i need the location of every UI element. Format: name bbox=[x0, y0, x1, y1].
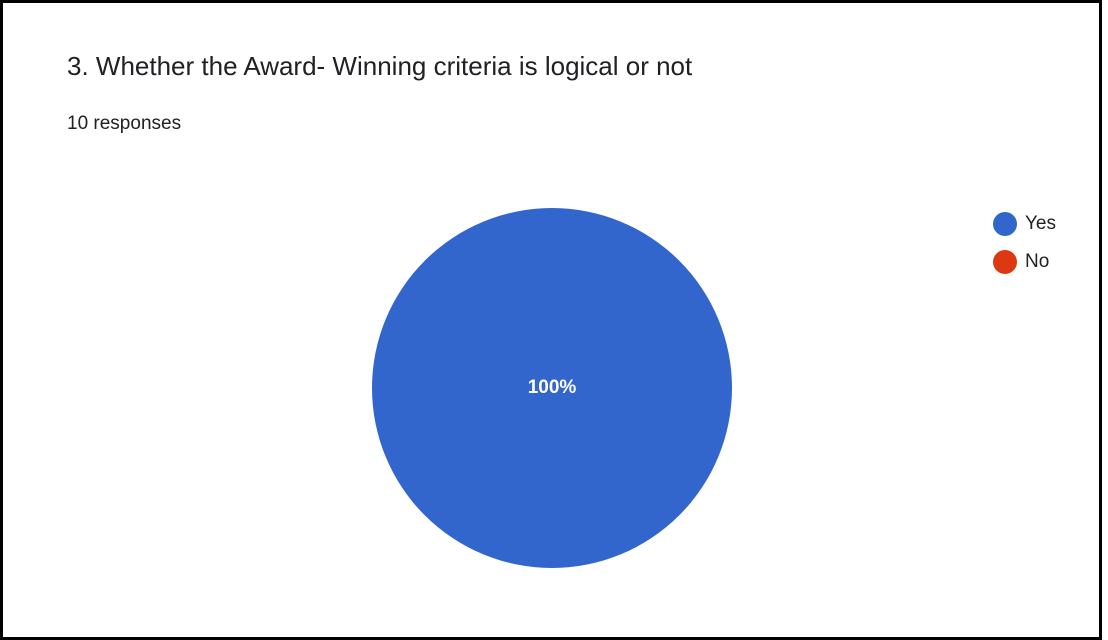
legend-label-yes: Yes bbox=[1025, 213, 1056, 234]
legend-item-no[interactable]: No bbox=[993, 243, 1056, 281]
pie-chart: 100% bbox=[372, 208, 732, 568]
question-title: 3. Whether the Award- Winning criteria i… bbox=[67, 51, 693, 81]
legend-item-yes[interactable]: Yes bbox=[993, 205, 1056, 243]
pie-label-yes: 100% bbox=[528, 377, 577, 398]
legend-swatch-no bbox=[993, 250, 1017, 274]
pie-slice-yes[interactable] bbox=[372, 208, 732, 568]
legend-swatch-yes bbox=[993, 212, 1017, 236]
legend-label-no: No bbox=[1025, 251, 1050, 272]
legend[interactable]: Yes No bbox=[993, 205, 1056, 281]
response-count: 10 responses bbox=[67, 113, 182, 134]
